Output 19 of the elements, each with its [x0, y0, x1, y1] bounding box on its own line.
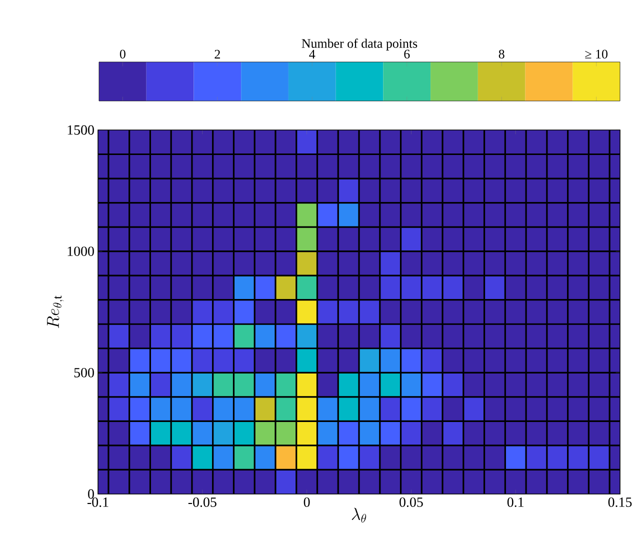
- color-bar-label: ≥ 10: [585, 50, 608, 58]
- color-bar-label: 4: [309, 50, 316, 58]
- x-tick-label: 0.1: [507, 498, 524, 507]
- y-tick-label: 1500: [68, 125, 94, 135]
- y-tick-label: 500: [74, 368, 94, 378]
- color-bar-label: 0: [120, 50, 126, 58]
- x-tick-label: 0: [304, 498, 310, 507]
- x-tick-label: -0.1: [87, 498, 108, 507]
- color-bar-label: 2: [214, 50, 220, 58]
- color-bar-label: 8: [498, 50, 504, 58]
- x-tick-label: 0.15: [608, 498, 632, 507]
- x-tick-label: -0.05: [188, 498, 216, 507]
- y-tick-label: 1000: [68, 246, 94, 256]
- x-axis-title: $\lambda_\theta$: [352, 508, 366, 522]
- color-bar-title: Number of data points: [302, 38, 418, 50]
- y-tick-label: 0: [88, 489, 94, 499]
- color-bar-label: 6: [404, 50, 410, 58]
- x-tick-label: 0.05: [400, 498, 423, 507]
- y-axis-title: $Re_{\theta,\mathrm{t}}$: [47, 296, 64, 328]
